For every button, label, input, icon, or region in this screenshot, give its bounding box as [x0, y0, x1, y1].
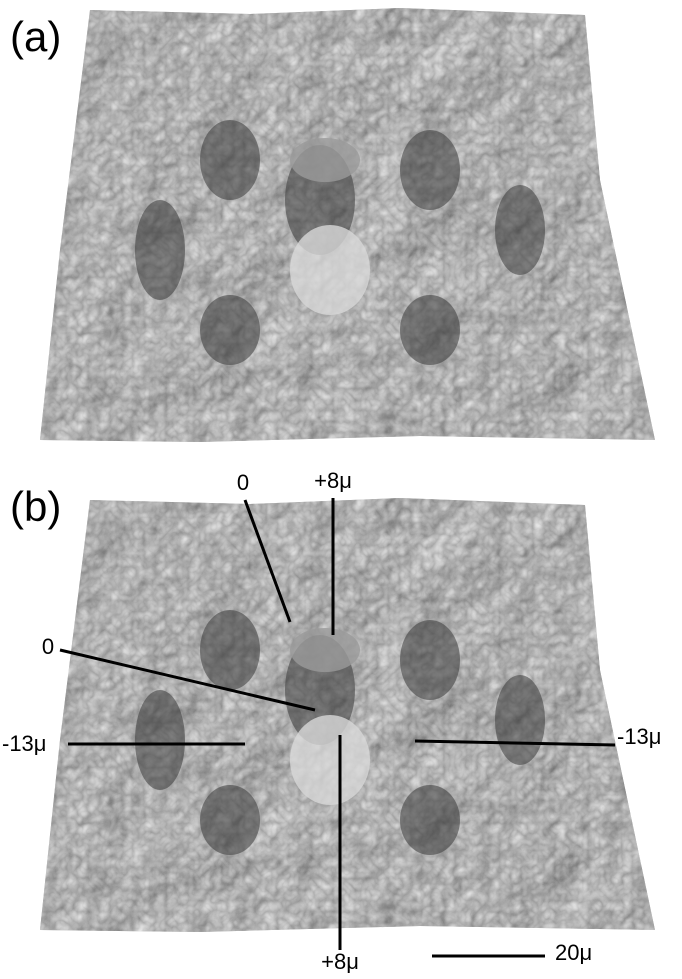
annotation: -13μ — [2, 731, 46, 756]
surface-image — [30, 490, 670, 940]
annotation: +8μ — [321, 949, 359, 974]
panel-label: (a) — [10, 13, 61, 60]
page: {"panels": [ {"label": "(a)"}, {"label":… — [0, 0, 682, 974]
annotation: 0 — [42, 634, 54, 659]
panel-label: (b) — [10, 483, 61, 530]
annotation: 0 — [237, 470, 249, 495]
surface-image — [30, 0, 670, 450]
figure: (a) (b) 0 +8μ 0 -13μ -13μ +8μ 20μ — [0, 0, 682, 974]
scale-bar-label: 20μ — [555, 940, 592, 965]
annotation: +8μ — [314, 468, 352, 493]
annotation: -13μ — [617, 724, 661, 749]
